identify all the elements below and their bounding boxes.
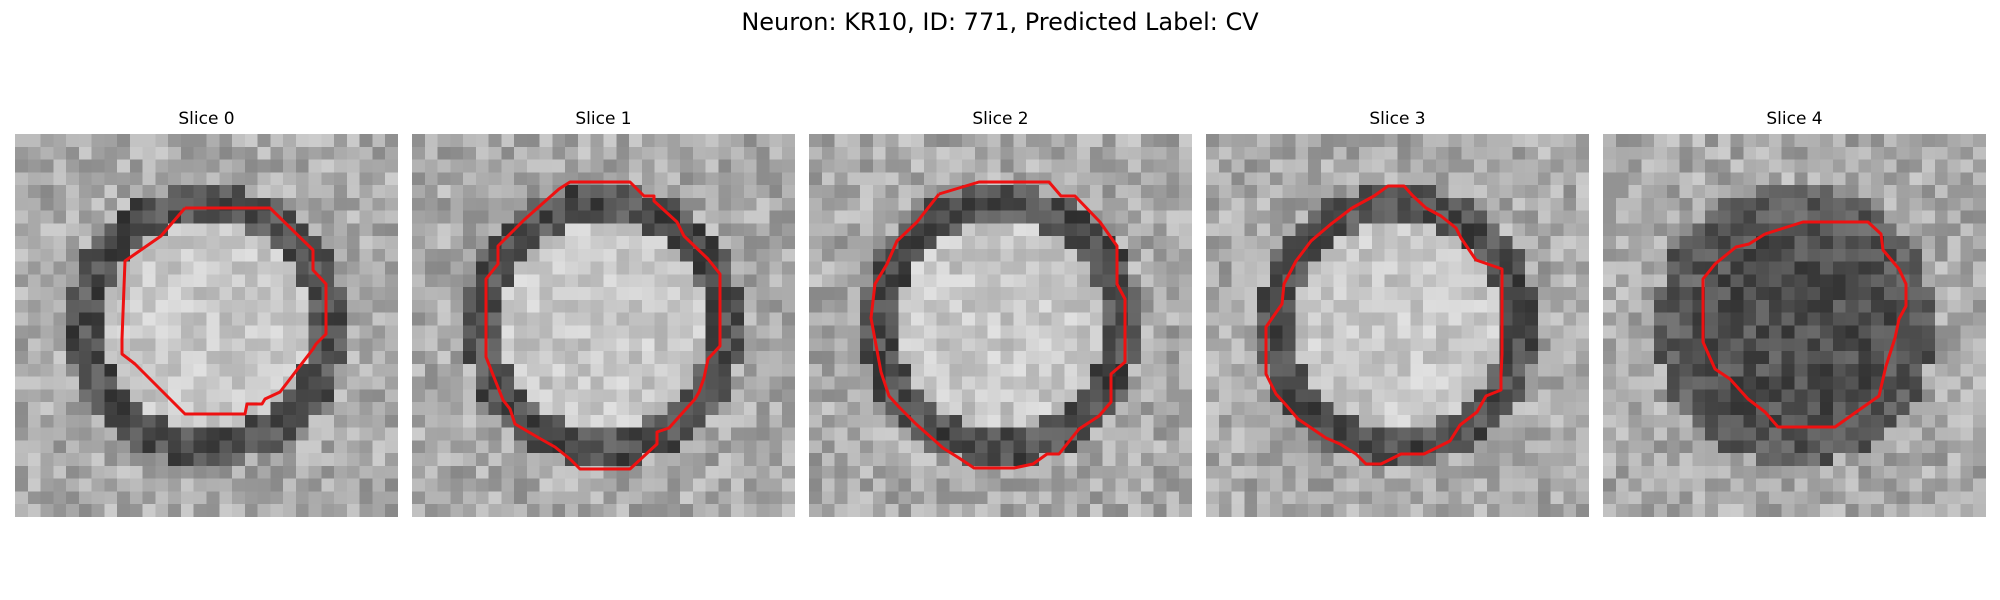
slice-title: Slice 2 bbox=[972, 109, 1029, 129]
roi-contour bbox=[484, 180, 722, 471]
slice-panel-1: Slice 1 bbox=[412, 108, 795, 517]
slice-pixels bbox=[1603, 134, 1986, 517]
slice-pixels bbox=[1206, 134, 1589, 517]
slice-image bbox=[15, 134, 398, 517]
slice-image bbox=[1603, 134, 1986, 517]
roi-contour bbox=[869, 180, 1127, 470]
slice-panel-4: Slice 4 bbox=[1603, 108, 1986, 517]
slice-panel-3: Slice 3 bbox=[1206, 108, 1589, 517]
slice-image bbox=[412, 134, 795, 517]
slice-title: Slice 3 bbox=[1369, 109, 1426, 129]
slice-title: Slice 1 bbox=[575, 109, 632, 129]
slice-pixels bbox=[15, 134, 398, 517]
slice-title: Slice 0 bbox=[178, 109, 235, 129]
slice-panel-0: Slice 0 bbox=[15, 108, 398, 517]
roi-contour bbox=[1701, 220, 1908, 429]
slice-image bbox=[809, 134, 1192, 517]
figure-title: Neuron: KR10, ID: 771, Predicted Label: … bbox=[741, 8, 1259, 36]
slice-title: Slice 4 bbox=[1766, 109, 1823, 129]
slice-pixels bbox=[412, 134, 795, 517]
slice-panel-2: Slice 2 bbox=[809, 108, 1192, 517]
slice-image bbox=[1206, 134, 1589, 517]
roi-contour bbox=[120, 206, 328, 416]
roi-contour bbox=[1264, 184, 1504, 466]
